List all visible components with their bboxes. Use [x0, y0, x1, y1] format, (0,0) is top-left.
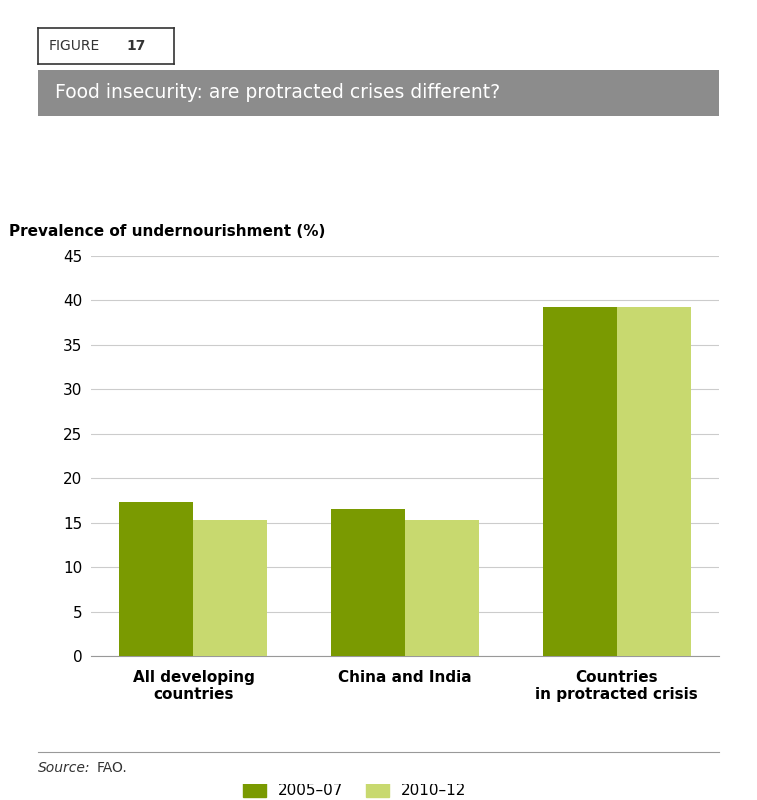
Bar	[194, 520, 267, 656]
Bar	[616, 306, 690, 656]
Bar	[331, 510, 405, 656]
Legend: 2005–07, 2010–12: 2005–07, 2010–12	[237, 776, 473, 800]
Text: FAO.: FAO.	[97, 761, 128, 775]
Text: Food insecurity: are protracted crises different?: Food insecurity: are protracted crises d…	[55, 83, 500, 102]
Text: 17: 17	[126, 39, 146, 53]
Text: Prevalence of undernourishment (%): Prevalence of undernourishment (%)	[9, 224, 326, 239]
Bar	[543, 306, 616, 656]
Text: FIGURE: FIGURE	[48, 39, 100, 53]
Bar	[405, 520, 479, 656]
Text: Source:: Source:	[38, 761, 90, 775]
Bar	[120, 502, 194, 656]
